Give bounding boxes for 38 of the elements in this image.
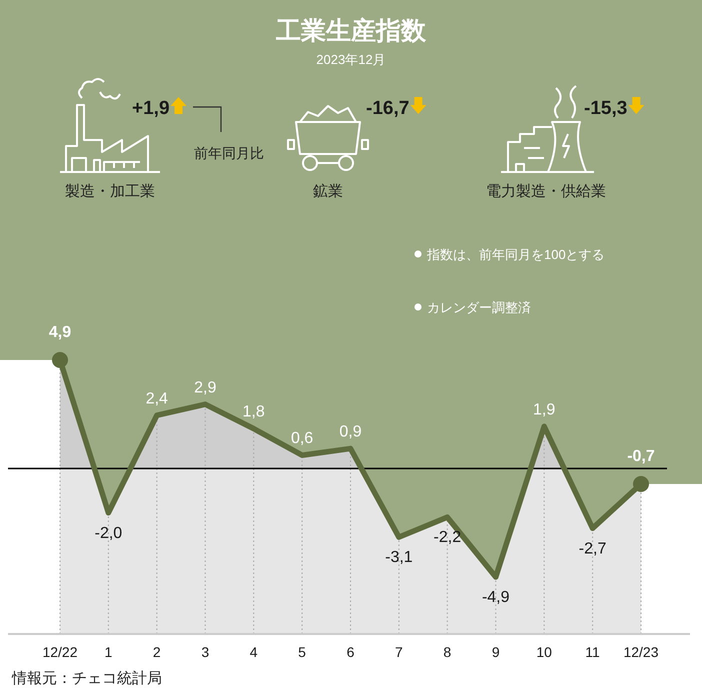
data-label: -3,1 (385, 549, 413, 566)
x-tick-label: 12/22 (42, 644, 78, 660)
x-tick-label: 5 (298, 644, 306, 660)
data-label: 2,4 (146, 390, 168, 408)
text: 工業生産指数 (275, 17, 427, 45)
data-label: -4,9 (482, 589, 510, 606)
x-tick-label: 6 (346, 644, 355, 660)
x-tick-label: 8 (443, 644, 452, 660)
data-label: 2,9 (194, 379, 216, 396)
text: 情報元：チェコ統計局 (11, 670, 162, 687)
category-label: 鉱業 (313, 183, 343, 200)
x-tick-label: 11 (585, 644, 600, 660)
data-label: -2,7 (578, 540, 606, 558)
x-tick-label: 4 (250, 644, 258, 660)
data-label: 0,6 (290, 430, 314, 448)
data-label: 4,9 (48, 324, 72, 341)
category-label: 製造・加工業 (65, 183, 155, 200)
x-tick-label: 9 (492, 644, 500, 660)
data-label: -2,2 (434, 529, 462, 546)
data-label: -0,7 (627, 448, 655, 465)
category-label: 電力製造・供給業 (486, 183, 606, 200)
data-label: -2,0 (94, 524, 122, 542)
text: 前年同月比 (194, 145, 264, 161)
x-tick-label: 3 (201, 644, 210, 660)
data-label: 1,9 (533, 401, 556, 418)
data-label: 1,8 (242, 404, 265, 421)
data-label: 0,9 (339, 424, 362, 441)
text: 2023年12月 (316, 52, 386, 67)
x-tick-label: 2 (152, 644, 161, 660)
text: 指数は、前年同月を100とする (426, 247, 605, 262)
data-label: +1,9 (132, 98, 170, 119)
x-tick-label: 12/23 (623, 644, 659, 660)
x-tick-label: 1 (104, 644, 113, 660)
data-label: -16,7 (366, 98, 410, 119)
data-label: -15,3 (584, 98, 628, 119)
text: カレンダー調整済 (427, 300, 531, 315)
x-tick-label: 7 (395, 644, 404, 660)
x-tick-label: 10 (536, 644, 552, 660)
